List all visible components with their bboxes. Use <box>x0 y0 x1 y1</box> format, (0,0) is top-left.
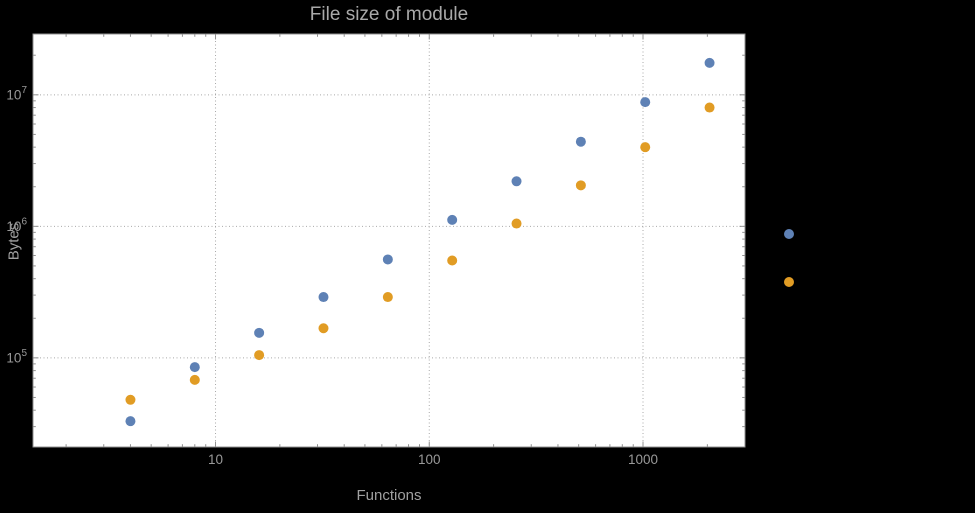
data-point <box>125 394 136 405</box>
data-point <box>511 218 522 229</box>
data-point <box>254 327 265 338</box>
x-tick-label: 1000 <box>628 452 658 467</box>
data-point <box>254 350 265 361</box>
data-point <box>511 176 522 187</box>
x-axis-label: Functions <box>356 487 422 504</box>
data-point <box>447 214 458 225</box>
legend <box>784 229 794 287</box>
y-tick-label: 106 <box>6 216 27 234</box>
y-tick-label: 105 <box>6 348 27 366</box>
data-point <box>189 374 200 385</box>
data-point <box>575 180 586 191</box>
data-point <box>447 255 458 266</box>
data-point <box>125 416 136 427</box>
plot-frame <box>32 33 746 448</box>
data-point <box>189 362 200 373</box>
chart-title: File size of module <box>309 4 469 25</box>
data-point <box>640 142 651 153</box>
legend-marker <box>784 229 794 239</box>
data-point <box>318 323 329 334</box>
data-point <box>318 292 329 303</box>
data-point <box>704 57 715 68</box>
x-tick-label: 100 <box>418 452 441 467</box>
data-point <box>640 97 651 108</box>
data-point <box>575 136 586 147</box>
data-point <box>382 254 393 265</box>
legend-marker <box>784 277 794 287</box>
data-point <box>704 102 715 113</box>
y-tick-label: 107 <box>6 85 27 103</box>
tick-labels: 10 100 1000 105 106 107 <box>6 85 658 467</box>
series-1 <box>125 57 715 427</box>
x-tick-label: 10 <box>208 452 223 467</box>
plot-area <box>33 34 745 447</box>
data-point <box>382 292 393 303</box>
gridlines <box>33 34 745 447</box>
series-2 <box>125 102 715 405</box>
